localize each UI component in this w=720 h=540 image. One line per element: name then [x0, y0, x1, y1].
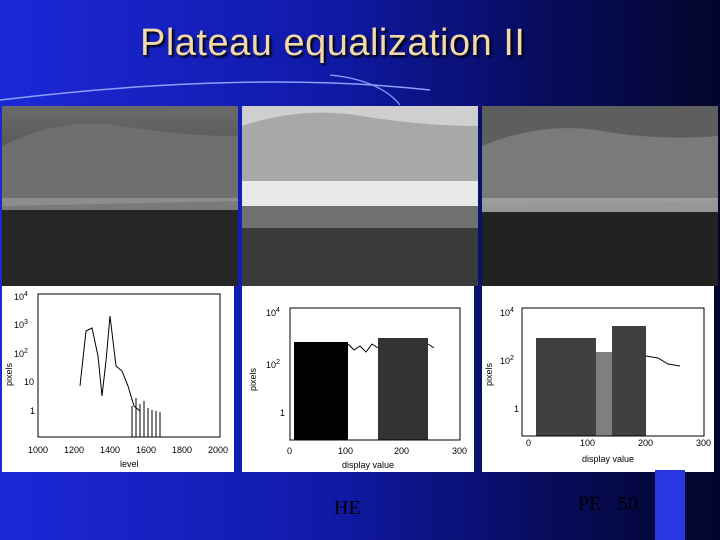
xtick-label: 200 — [394, 446, 409, 456]
ytick-label: 102 — [500, 355, 514, 366]
ytick-label: 102 — [266, 359, 280, 370]
xtick-label: 2000 — [208, 445, 228, 455]
ytick-label: 102 — [14, 348, 28, 359]
histogram-original: 104 103 102 10 1 pixels 1000 1200 1400 1… — [2, 286, 234, 472]
y-axis-label: pixels — [484, 362, 494, 386]
xtick-label: 0 — [526, 438, 531, 448]
xtick-label: 1200 — [64, 445, 84, 455]
ytick-label: 10 — [24, 377, 34, 387]
y-axis-label: pixels — [248, 367, 258, 391]
xtick-label: 200 — [638, 438, 653, 448]
page-number: 50 — [618, 493, 638, 515]
ytick-label: 104 — [14, 291, 28, 302]
y-axis-label: pixels — [4, 362, 14, 386]
x-axis-label: level — [120, 459, 139, 469]
ytick-label: 104 — [266, 307, 280, 318]
caption-he: HE — [334, 497, 361, 519]
slide-title: Plateau equalization II — [140, 22, 526, 64]
ytick-label: 1 — [280, 408, 285, 418]
ytick-label: 104 — [500, 307, 514, 318]
xtick-label: 100 — [580, 438, 595, 448]
xtick-label: 300 — [696, 438, 711, 448]
xtick-label: 1800 — [172, 445, 192, 455]
xtick-label: 1400 — [100, 445, 120, 455]
histogram-he: 104 102 1 pixels 0 100 200 300 display v… — [242, 286, 474, 472]
xtick-label: 1600 — [136, 445, 156, 455]
photo-he — [242, 106, 478, 286]
xtick-label: 300 — [452, 446, 467, 456]
histogram-pe: 104 102 1 pixels 0 100 200 300 display v… — [482, 286, 714, 472]
xtick-label: 0 — [287, 446, 292, 456]
ytick-label: 103 — [14, 319, 28, 330]
photo-original — [2, 106, 238, 286]
x-axis-label: display value — [582, 454, 634, 464]
caption-pe: PE — [578, 493, 602, 515]
xtick-label: 1000 — [28, 445, 48, 455]
x-axis-label: display value — [342, 460, 394, 470]
xtick-label: 100 — [338, 446, 353, 456]
decorative-bar — [655, 470, 685, 540]
ytick-label: 1 — [30, 406, 35, 416]
ytick-label: 1 — [514, 404, 519, 414]
photo-pe — [482, 106, 718, 286]
